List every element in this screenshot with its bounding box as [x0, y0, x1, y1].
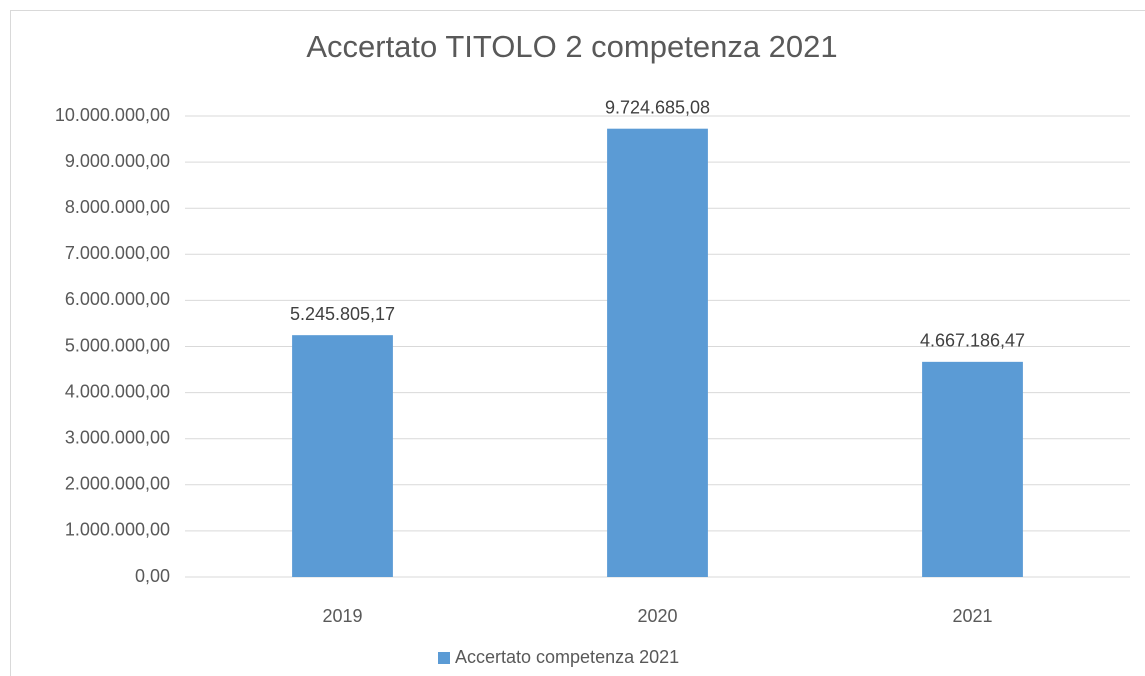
y-tick-label: 1.000.000,00: [65, 520, 170, 540]
y-tick-label: 9.000.000,00: [65, 151, 170, 171]
x-tick-label: 2021: [952, 606, 992, 626]
bar: [922, 361, 1023, 577]
y-tick-label: 2.000.000,00: [65, 474, 170, 494]
bar: [607, 128, 708, 577]
x-tick-label: 2019: [322, 606, 362, 626]
y-tick-label: 10.000.000,00: [55, 105, 170, 125]
data-label: 9.724.685,08: [605, 97, 710, 117]
chart-border: [10, 10, 1145, 676]
y-tick-label: 4.000.000,00: [65, 381, 170, 401]
y-tick-label: 6.000.000,00: [65, 289, 170, 309]
chart-title: Accertato TITOLO 2 competenza 2021: [306, 29, 837, 64]
x-tick-label: 2020: [637, 606, 677, 626]
y-tick-label: 0,00: [135, 566, 170, 586]
y-tick-label: 5.000.000,00: [65, 335, 170, 355]
data-label: 4.667.186,47: [920, 331, 1025, 351]
legend-swatch: [438, 652, 450, 664]
data-label: 5.245.805,17: [290, 304, 395, 324]
y-tick-label: 7.000.000,00: [65, 243, 170, 263]
y-tick-label: 8.000.000,00: [65, 197, 170, 217]
y-tick-label: 3.000.000,00: [65, 427, 170, 447]
bar: [292, 335, 393, 577]
legend-label: Accertato competenza 2021: [455, 647, 679, 667]
